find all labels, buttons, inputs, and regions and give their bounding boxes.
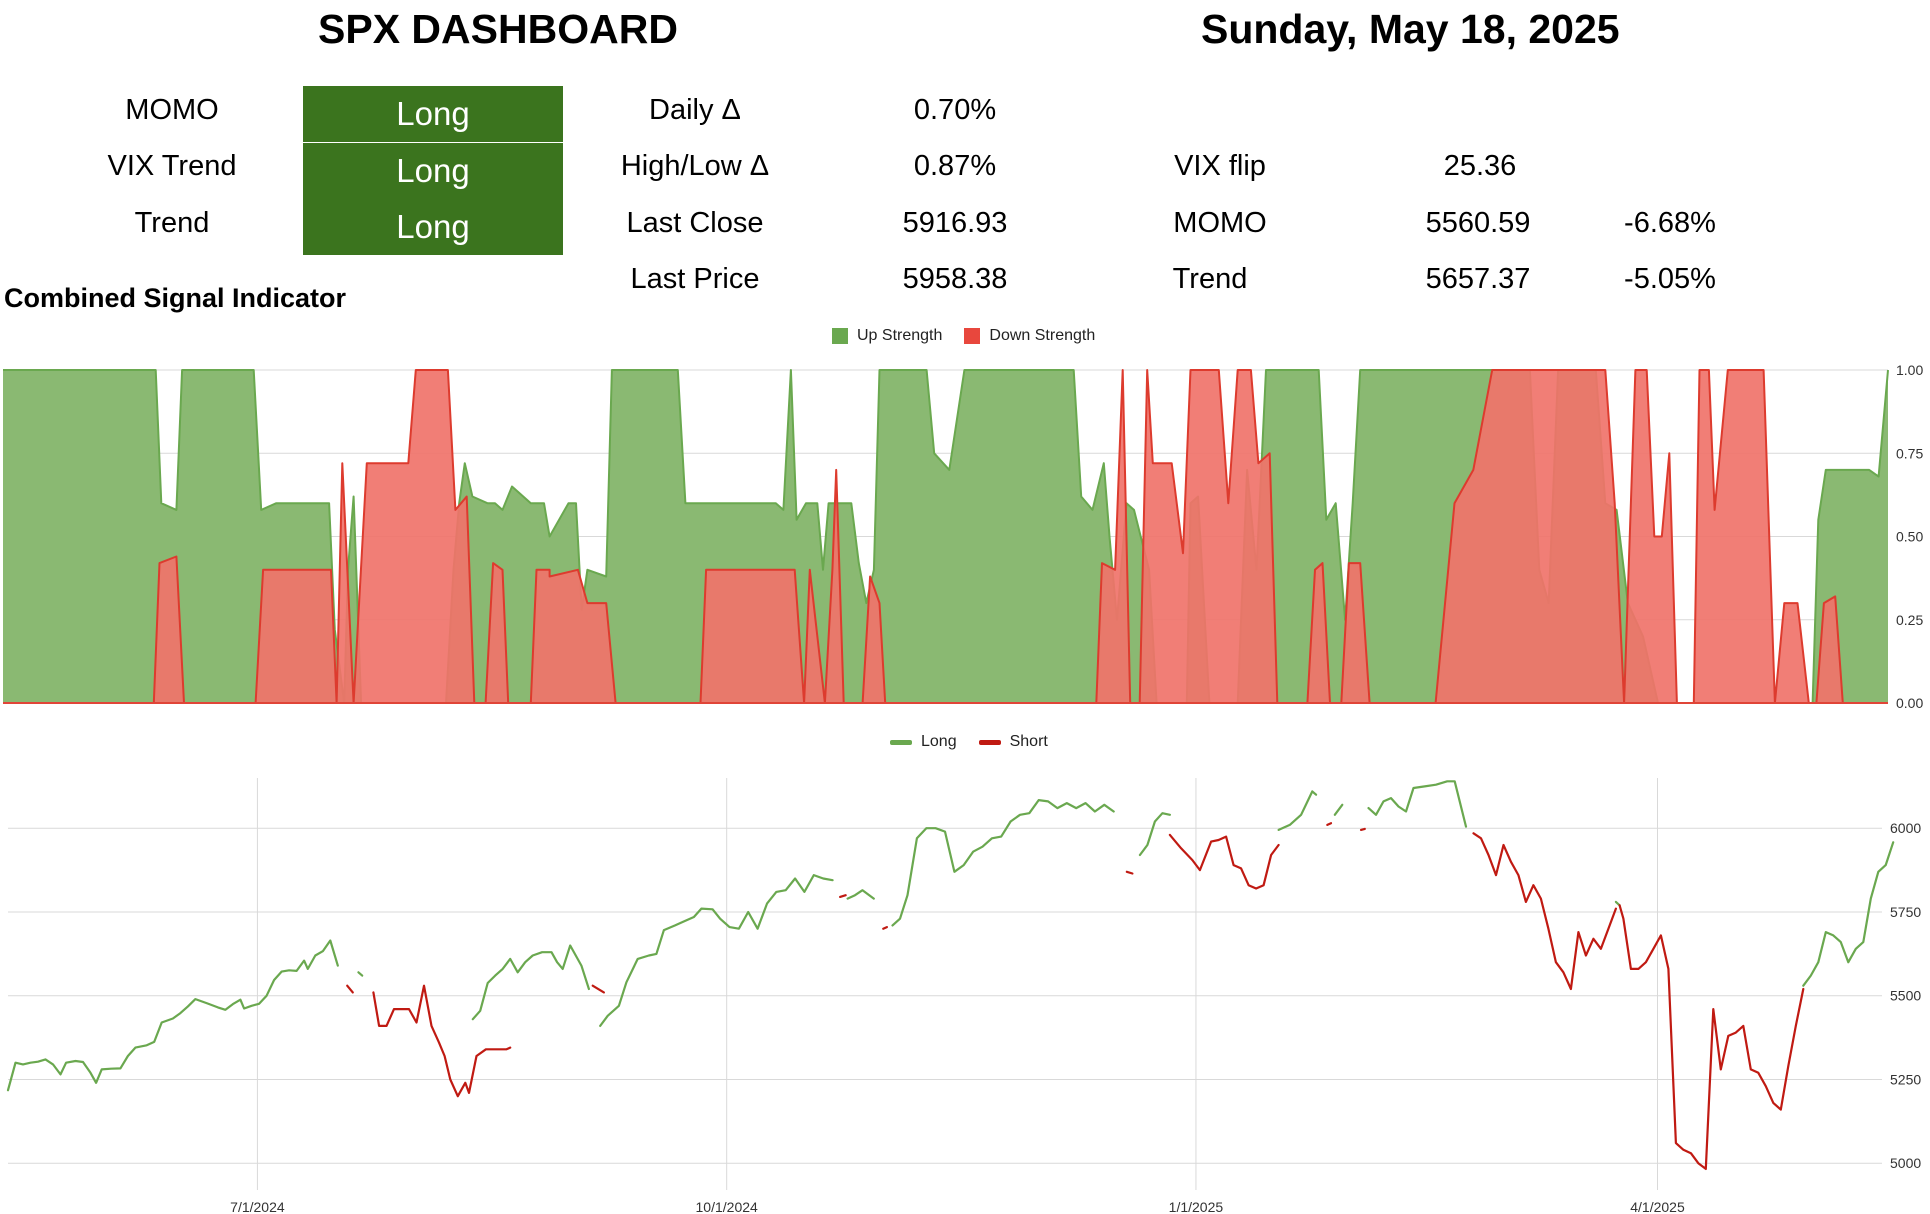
legend-label-down[interactable]: Down Strength xyxy=(989,327,1096,344)
long-segment xyxy=(1277,790,1318,832)
up-strength-area xyxy=(3,370,1888,703)
page-title: SPX DASHBOARD xyxy=(318,6,678,52)
stat-label-daily-delta: Daily Δ xyxy=(649,94,741,126)
price-y-tick-label: 5250 xyxy=(1890,1071,1921,1087)
legend-swatch-down xyxy=(964,328,981,344)
short-segment xyxy=(1168,833,1280,890)
price-y-tick-label: 5500 xyxy=(1890,988,1921,1004)
signal-label-vix-trend: VIX Trend xyxy=(107,150,237,182)
level-label-trend: Trend xyxy=(1172,263,1248,295)
short-segment xyxy=(1472,832,1618,991)
signal-y-tick-label: 0.50 xyxy=(1896,529,1923,545)
level-label-momo: MOMO xyxy=(1173,207,1267,239)
signal-area-chart: 1.00 0.75 0.50 0.25 0.00 xyxy=(3,362,1923,710)
long-segment xyxy=(1333,803,1344,816)
stat-value-last-close: 5916.93 xyxy=(902,207,1008,239)
stat-label-last-price: Last Price xyxy=(630,263,760,295)
short-segment xyxy=(838,894,847,898)
stat-label-last-close: Last Close xyxy=(626,207,764,239)
price-x-tick-label: 4/1/2025 xyxy=(1630,1199,1685,1214)
stat-value-last-price: 5958.38 xyxy=(902,263,1008,295)
short-segment xyxy=(1359,827,1366,832)
legend-swatch-short xyxy=(978,739,1001,745)
long-segment xyxy=(357,971,364,977)
price-x-tick-label: 10/1/2024 xyxy=(696,1199,758,1214)
long-segment xyxy=(1138,812,1172,857)
short-segment xyxy=(1618,904,1805,1170)
page-date: Sunday, May 18, 2025 xyxy=(1201,6,1620,52)
level-label-vix-flip: VIX flip xyxy=(1174,150,1266,182)
price-y-tick-label: 5750 xyxy=(1890,904,1921,920)
short-segment xyxy=(372,984,512,1098)
long-segment xyxy=(1367,780,1468,828)
long-segment xyxy=(599,873,834,1027)
signal-label-trend: Trend xyxy=(134,207,210,239)
short-segment xyxy=(346,984,354,994)
short-segment xyxy=(1326,822,1333,827)
price-x-tick-label: 7/1/2024 xyxy=(230,1199,285,1214)
legend-swatch-up xyxy=(832,328,848,344)
legend-label-short[interactable]: Short xyxy=(1009,733,1048,750)
legend-swatch-long xyxy=(890,739,912,745)
stat-value-high-low-delta: 0.87% xyxy=(913,150,997,182)
signal-y-tick-label: 0.75 xyxy=(1896,445,1923,461)
price-x-tick-label: 1/1/2025 xyxy=(1169,1199,1224,1214)
level-value-momo: 5560.59 xyxy=(1425,207,1531,239)
level-value-trend: 5657.37 xyxy=(1425,263,1531,295)
signal-chart-title: Combined Signal Indicator xyxy=(4,283,347,313)
long-segment xyxy=(891,798,1115,927)
signal-chart-legend: Up Strength Down Strength xyxy=(832,327,1095,345)
long-segment xyxy=(6,939,339,1092)
signal-label-momo: MOMO xyxy=(125,94,219,126)
legend-label-up[interactable]: Up Strength xyxy=(857,327,943,344)
short-segment xyxy=(591,984,606,994)
short-segment xyxy=(882,926,889,930)
signal-value-trend: Long xyxy=(303,199,563,255)
level-pct-momo: -6.68% xyxy=(1624,207,1716,239)
legend-label-long[interactable]: Long xyxy=(921,733,957,750)
short-segment xyxy=(1125,870,1134,875)
price-chart-legend: Long Short xyxy=(890,733,1048,751)
long-segment xyxy=(846,889,875,900)
signal-y-tick-label: 1.00 xyxy=(1896,362,1923,378)
stat-value-daily-delta: 0.70% xyxy=(913,94,997,126)
level-value-vix-flip: 25.36 xyxy=(1443,150,1517,182)
level-pct-trend: -5.05% xyxy=(1624,263,1716,295)
signal-value-vix-trend: Long xyxy=(303,143,563,199)
signal-y-tick-label: 0.00 xyxy=(1896,695,1923,710)
price-y-tick-label: 6000 xyxy=(1890,820,1921,836)
stat-label-high-low-delta: High/Low Δ xyxy=(620,150,770,182)
long-segment xyxy=(471,944,591,1021)
price-y-tick-label: 5000 xyxy=(1890,1155,1921,1171)
price-line-chart: 7/1/2024 10/1/2024 1/1/2025 4/1/2025 5000 525… xyxy=(6,778,1921,1214)
long-segment xyxy=(1802,841,1895,987)
signal-y-tick-label: 0.25 xyxy=(1896,612,1923,628)
signal-value-momo: Long xyxy=(303,86,563,142)
